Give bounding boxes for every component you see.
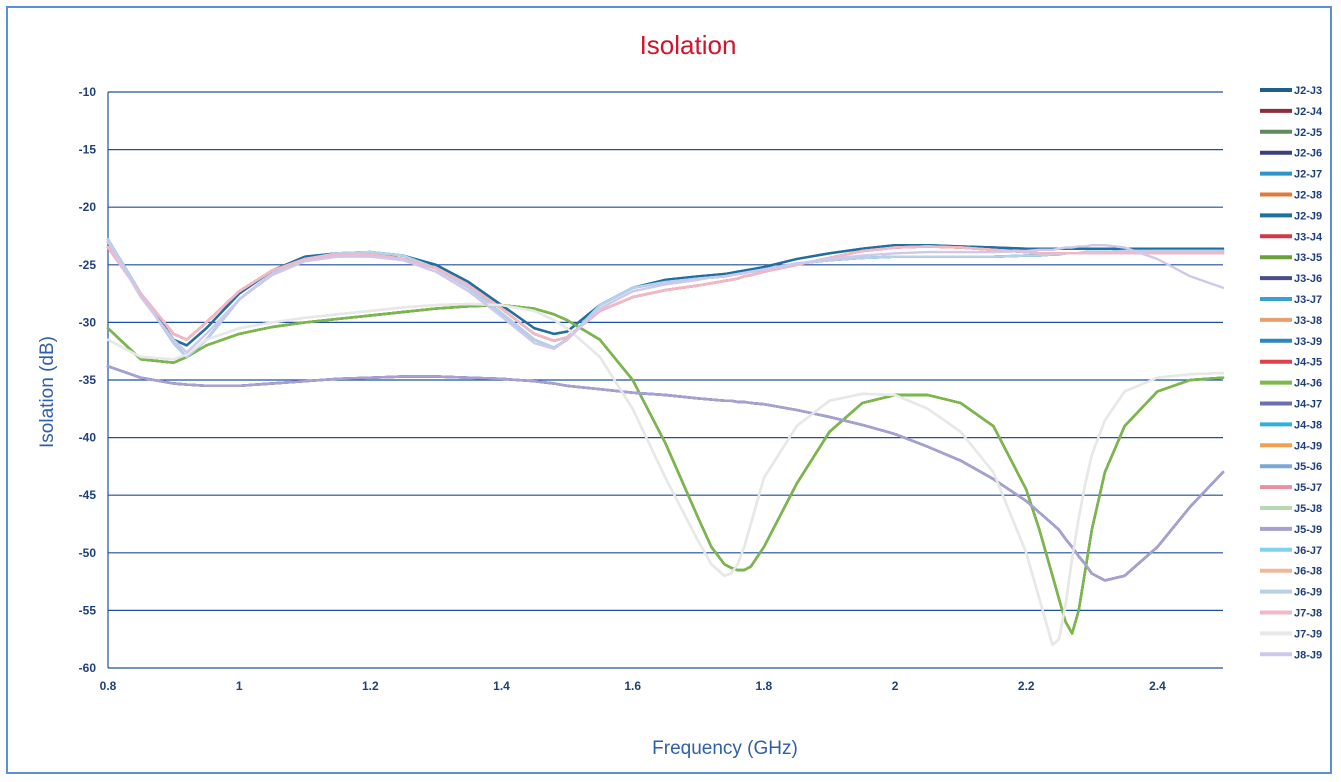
y-tick-label: -30 [79, 315, 97, 329]
legend-label: J3-J6 [1294, 273, 1322, 285]
series-line-j7-j9 [106, 302, 1225, 647]
x-axis-title: Frequency (GHz) [652, 738, 798, 759]
y-tick-label: -55 [79, 603, 97, 617]
legend-label: J4-J5 [1294, 357, 1322, 369]
legend-label: J2-J5 [1294, 127, 1322, 139]
series-line-j5-j6 [106, 365, 1225, 582]
x-tick-label: 2 [892, 679, 899, 693]
legend-label: J2-J4 [1294, 106, 1323, 118]
legend-label: J4-J8 [1294, 419, 1322, 431]
series-line-j4-j7 [106, 365, 1225, 582]
tick-layer: -10 -15 -20 -25 -30 -35 -40 -45 -50 -55 -600.8 1 1.2… [79, 85, 1166, 693]
y-tick-label: -45 [79, 488, 97, 502]
series-line-j5-j8 [106, 302, 1225, 647]
grid-layer [107, 91, 1223, 669]
x-tick-label: 1.2 [362, 679, 379, 693]
legend-label: J6-J8 [1294, 566, 1322, 578]
legend-label: J4-J9 [1294, 440, 1322, 452]
y-tick-label: -50 [79, 546, 97, 560]
y-tick-label: -25 [79, 258, 97, 272]
series-line-j2-j6 [106, 365, 1225, 582]
y-tick-label: -15 [79, 143, 97, 157]
legend-label: J4-J6 [1294, 378, 1322, 390]
legend-label: J2-J3 [1294, 85, 1322, 97]
legend-label: J4-J7 [1294, 399, 1322, 411]
y-tick-label: -20 [79, 200, 97, 214]
legend-label: J3-J9 [1294, 336, 1322, 348]
legend-label: J5-J9 [1294, 524, 1322, 536]
x-tick-label: 2.2 [1018, 679, 1035, 693]
x-tick-label: 2.4 [1149, 679, 1166, 693]
series-line-j2-j9 [106, 240, 1225, 347]
x-tick-label: 0.8 [100, 679, 117, 693]
series-line-j4-j8 [106, 238, 1225, 359]
series-line-j6-j9 [106, 238, 1225, 359]
y-tick-label: -60 [79, 661, 97, 675]
legend-label: J6-J7 [1294, 545, 1322, 557]
y-tick-label: -35 [79, 373, 97, 387]
legend-label: J5-J6 [1294, 461, 1322, 473]
series-line-j8-j9 [106, 240, 1225, 354]
legend-label: J7-J8 [1294, 608, 1322, 620]
legend-label: J3-J4 [1294, 231, 1323, 243]
chart-frame: -10 -15 -20 -25 -30 -35 -40 -45 -50 -55 -60 0.8 1 1.2… [6, 6, 1332, 774]
x-tick-label: 1.8 [756, 679, 773, 693]
series-line-j3-j7 [106, 238, 1225, 359]
series-line-j3-j6 [106, 365, 1225, 582]
series-line-j4-j6 [106, 303, 1225, 635]
legend-label: J5-J7 [1294, 482, 1322, 494]
x-tick-label: 1.4 [493, 679, 510, 693]
legend-label: J2-J9 [1294, 210, 1322, 222]
legend-label: J2-J8 [1294, 190, 1322, 202]
y-tick-label: -10 [79, 85, 97, 99]
series-line-j5-j9 [106, 365, 1225, 582]
legend-label: J5-J8 [1294, 503, 1322, 515]
legend-label: J3-J7 [1294, 294, 1322, 306]
isolation-chart: -10 -15 -20 -25 -30 -35 -40 -45 -50 -55 -600.8 1 1.2… [37, 30, 1323, 759]
legend-label: J8-J9 [1294, 649, 1322, 661]
series-line-j3-j9 [106, 238, 1225, 359]
y-tick-label: -40 [79, 431, 97, 445]
legend-label: J2-J6 [1294, 148, 1322, 160]
legend-label: J7-J9 [1294, 628, 1322, 640]
legend-label: J3-J5 [1294, 252, 1322, 264]
series-line-j6-j7 [106, 238, 1225, 359]
legend-label: J6-J9 [1294, 587, 1322, 599]
series-line-j7-j8 [106, 245, 1225, 342]
x-tick-label: 1.6 [624, 679, 641, 693]
legend-label: J2-J7 [1294, 169, 1322, 181]
series-layer [106, 238, 1225, 647]
series-line-j2-j7 [106, 238, 1225, 359]
x-tick-label: 1 [236, 679, 243, 693]
chart-title: Isolation [640, 30, 737, 60]
legend: J2-J3 J2-J4 J2-J5 J2-J6 J2-J7 J2-J8 J2-J9 J3-J4… [1260, 85, 1323, 661]
series-line-j2-j3 [106, 240, 1225, 347]
legend-label: J3-J8 [1294, 315, 1322, 327]
y-axis-title: Isolation (dB) [37, 336, 58, 448]
